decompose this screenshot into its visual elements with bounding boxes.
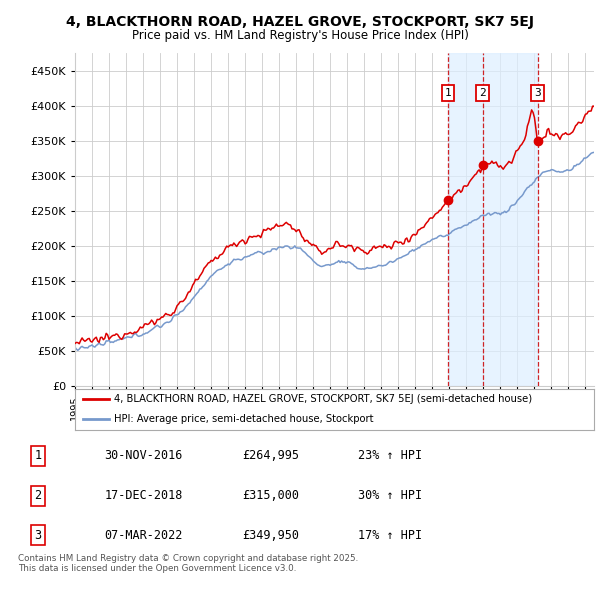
Text: 2: 2: [34, 489, 41, 502]
Text: 17% ↑ HPI: 17% ↑ HPI: [358, 529, 422, 542]
Text: Contains HM Land Registry data © Crown copyright and database right 2025.
This d: Contains HM Land Registry data © Crown c…: [18, 554, 358, 573]
Text: £315,000: £315,000: [242, 489, 299, 502]
Text: 3: 3: [534, 88, 541, 98]
Text: 1: 1: [34, 450, 41, 463]
Text: 30-NOV-2016: 30-NOV-2016: [104, 450, 182, 463]
Text: 17-DEC-2018: 17-DEC-2018: [104, 489, 182, 502]
Text: 23% ↑ HPI: 23% ↑ HPI: [358, 450, 422, 463]
Bar: [448, 53, 538, 386]
Text: Price paid vs. HM Land Registry's House Price Index (HPI): Price paid vs. HM Land Registry's House …: [131, 30, 469, 42]
Text: 2: 2: [479, 88, 486, 98]
Text: 4, BLACKTHORN ROAD, HAZEL GROVE, STOCKPORT, SK7 5EJ (semi-detached house): 4, BLACKTHORN ROAD, HAZEL GROVE, STOCKPO…: [114, 395, 532, 404]
Text: 1: 1: [445, 88, 451, 98]
Text: £349,950: £349,950: [242, 529, 299, 542]
Text: 07-MAR-2022: 07-MAR-2022: [104, 529, 182, 542]
Text: HPI: Average price, semi-detached house, Stockport: HPI: Average price, semi-detached house,…: [114, 415, 373, 424]
Text: £264,995: £264,995: [242, 450, 299, 463]
Text: 4, BLACKTHORN ROAD, HAZEL GROVE, STOCKPORT, SK7 5EJ: 4, BLACKTHORN ROAD, HAZEL GROVE, STOCKPO…: [66, 15, 534, 29]
Text: 30% ↑ HPI: 30% ↑ HPI: [358, 489, 422, 502]
Text: 3: 3: [34, 529, 41, 542]
